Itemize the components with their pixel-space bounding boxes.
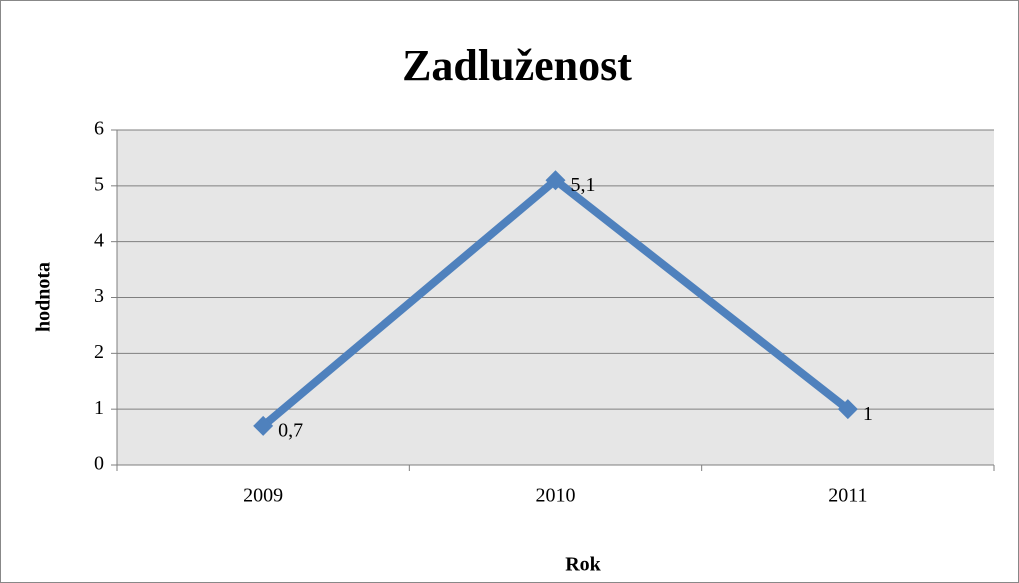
x-tick-label: 2009 — [243, 485, 283, 507]
data-label: 5,1 — [571, 174, 596, 196]
y-tick-label: 6 — [94, 118, 104, 140]
marker — [253, 415, 274, 436]
chart-title: Zadluženost — [402, 41, 632, 90]
x-tick-label: 2011 — [828, 485, 867, 507]
y-tick-label: 1 — [94, 397, 104, 419]
x-tick-label: 2010 — [536, 485, 576, 507]
data-label: 0,7 — [278, 420, 303, 442]
marker — [545, 170, 566, 191]
y-tick-label: 0 — [94, 453, 104, 475]
y-tick-label: 3 — [94, 285, 104, 307]
data-label: 1 — [863, 403, 873, 425]
y-tick-label: 2 — [94, 341, 104, 363]
y-axis-label: hodnota — [33, 262, 55, 332]
marker — [837, 399, 858, 420]
y-tick-label: 5 — [94, 173, 104, 195]
y-tick-label: 4 — [94, 229, 104, 251]
x-axis-label: Rok — [565, 554, 601, 576]
